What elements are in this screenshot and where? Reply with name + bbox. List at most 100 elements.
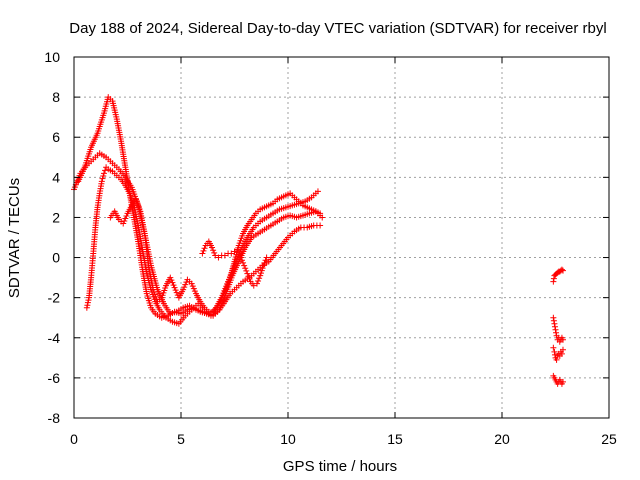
data-point: [242, 265, 249, 272]
data-point: [261, 259, 268, 266]
data-point: [240, 259, 247, 266]
data-point: [241, 262, 248, 269]
data-point: [84, 302, 91, 309]
data-point: [255, 277, 262, 284]
data-point: [120, 220, 127, 227]
data-point: [259, 265, 266, 272]
series-track-g: [550, 314, 566, 345]
data-point: [237, 254, 244, 261]
data-point: [98, 178, 105, 185]
x-tick-label: 25: [601, 431, 617, 447]
data-point: [199, 250, 206, 257]
data-point: [200, 247, 207, 254]
data-point: [262, 257, 269, 264]
data-point: [171, 284, 178, 291]
data-point: [122, 215, 129, 222]
data-point: [99, 175, 106, 182]
data-point: [253, 280, 260, 287]
y-tick-label: -8: [48, 410, 61, 426]
data-point: [228, 250, 235, 257]
x-tick-label: 5: [177, 431, 185, 447]
x-tick-label: 20: [494, 431, 510, 447]
data-point: [84, 299, 91, 306]
data-point: [212, 252, 219, 259]
data-point: [182, 281, 189, 288]
axis-ticks: [73, 56, 610, 419]
data-point: [317, 210, 324, 217]
chart-title: Day 188 of 2024, Sidereal Day-to-day VTE…: [69, 20, 606, 37]
y-tick-label: 10: [44, 49, 60, 65]
data-point: [559, 267, 566, 274]
data-point: [550, 317, 557, 324]
data-point: [258, 267, 265, 274]
y-tick-label: -6: [48, 370, 61, 386]
data-point: [250, 282, 257, 289]
data-point: [210, 247, 217, 254]
plot-frame: [73, 56, 610, 419]
x-axis-label: GPS time / hours: [283, 458, 397, 475]
y-tick-label: -4: [48, 330, 61, 346]
data-point: [181, 284, 188, 291]
series-track-h: [550, 344, 566, 363]
data-point: [169, 279, 176, 286]
data-point: [100, 170, 107, 177]
data-point: [553, 356, 560, 363]
data-point: [183, 279, 190, 286]
data-point: [558, 350, 565, 357]
y-tick-label: 6: [52, 129, 60, 145]
data-point: [235, 249, 242, 256]
y-tick-label: -2: [48, 290, 61, 306]
data-point: [102, 167, 109, 174]
series-track-e: [199, 238, 270, 289]
data-point: [83, 304, 90, 311]
data-point: [317, 222, 324, 229]
data-point: [180, 286, 187, 293]
data-point: [100, 172, 107, 179]
data-point: [550, 314, 557, 321]
data-point: [256, 275, 263, 282]
data-point: [257, 272, 264, 279]
y-tick-label: 2: [52, 209, 60, 225]
data-point: [550, 278, 557, 285]
data-point: [189, 283, 196, 290]
data-point: [552, 326, 559, 333]
data-point: [551, 351, 558, 358]
y-axis-label: SDTVAR / TECUs: [6, 178, 23, 298]
series-track-i: [550, 372, 566, 387]
data-point: [191, 288, 198, 295]
data-point: [234, 246, 241, 253]
data-point: [211, 249, 218, 256]
data-point: [190, 285, 197, 292]
data-point: [559, 346, 566, 353]
data-point: [558, 266, 565, 273]
y-tick-label: 4: [52, 169, 60, 185]
data-point: [246, 275, 253, 282]
data-point: [314, 188, 321, 195]
data-point: [209, 244, 216, 251]
data-point: [238, 257, 245, 264]
y-tick-label: 0: [52, 250, 60, 266]
data-point: [245, 273, 252, 280]
y-tick-label: 8: [52, 89, 60, 105]
series-track-f: [550, 266, 566, 285]
data-point: [553, 329, 560, 336]
data-point: [236, 251, 243, 258]
grid-lines: [74, 57, 609, 418]
data-point: [550, 344, 557, 351]
tick-labels: 0 5 10 15 20 25 -8 -6 -4 -2 0 2 4 6 8 10: [44, 49, 617, 447]
data-point: [551, 348, 558, 355]
data-point: [201, 245, 208, 252]
data-point: [172, 287, 179, 294]
data-point: [260, 262, 267, 269]
data-point: [263, 254, 270, 261]
data-point: [559, 336, 566, 343]
data-point: [231, 248, 238, 255]
x-tick-label: 0: [70, 431, 78, 447]
data-point: [319, 214, 326, 221]
data-point: [550, 275, 557, 282]
data-point: [559, 378, 566, 385]
x-tick-label: 15: [387, 431, 403, 447]
data-point: [243, 267, 250, 274]
